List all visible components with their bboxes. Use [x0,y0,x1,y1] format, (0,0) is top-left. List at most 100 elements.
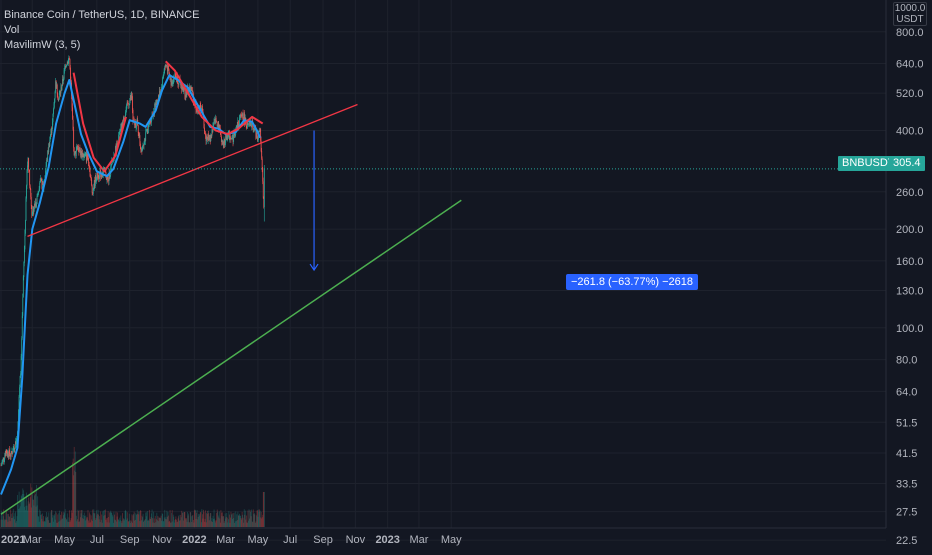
candle-body [167,65,168,72]
candle-body [194,99,195,104]
candle-body [218,123,220,130]
candle-body [146,129,148,131]
time-tick-label: Mar [23,534,42,546]
volume-bar [72,462,74,527]
candle-body [217,123,219,126]
candle-body [210,134,212,137]
volume-bar [93,509,95,527]
volume-bar [222,516,224,527]
candle-body [78,149,80,152]
volume-bar [87,509,89,527]
candle-body [18,396,20,410]
candle-body [103,167,105,170]
volume-bar [150,518,151,527]
candle-body [127,102,129,104]
volume-bar [224,513,226,527]
volume-bar [59,521,61,527]
candle-body [226,136,228,140]
candle-body [120,126,122,130]
volume-bar [32,499,34,527]
volume-bar [162,513,164,527]
volume-bar [154,522,156,527]
volume-bar [66,519,68,527]
volume-bar [138,511,140,527]
candle-body [48,143,50,152]
volume-bar [109,512,111,527]
candle-body [204,127,205,132]
candle-body [27,157,29,166]
volume-bar [263,492,265,527]
candle-body [163,73,165,77]
candle-body [78,145,79,150]
volume-bar [11,517,13,527]
volume-bar [189,522,191,527]
candle-body [171,81,173,86]
candle-body [173,77,175,83]
volume-bar [218,511,220,527]
volume-bar [199,513,201,527]
volume-bar [38,521,40,527]
volume-bar [57,514,59,527]
volume-bar [151,509,153,527]
volume-bar [198,513,200,527]
volume-bar [74,470,76,527]
candle-body [92,192,94,194]
candle-body [83,154,85,157]
volume-bar [78,521,80,527]
volume-bar [93,513,95,527]
symbol-tag: BNBUSDT [838,156,899,171]
volume-bar [180,514,182,527]
candle-body [39,182,41,189]
candle-body [96,171,98,179]
volume-bar [42,513,43,527]
time-tick-label: 2022 [182,534,206,546]
candle-body [66,61,68,66]
indicator-label[interactable]: MavilimW (3, 5) [4,39,81,51]
volume-bar [118,521,120,527]
volume-bar [157,515,159,527]
price-tick-label: 800.0 [896,27,924,39]
volume-bar [33,505,35,527]
volume-bar [168,521,170,527]
volume-bar [91,521,93,527]
volume-bar [4,519,6,527]
candle-body [69,59,71,68]
axis-top-label: 1000.0 [894,3,926,14]
candle-body [82,154,84,158]
candle-body [260,128,262,141]
volume-bar [53,521,54,527]
price-tick-label: 41.5 [896,448,917,460]
symbol-title[interactable]: Binance Coin / TetherUS, 1D, BINANCE [4,9,200,21]
volume-bar [146,511,148,527]
candle-body [56,84,58,94]
volume-bar [141,515,143,527]
volume-bar [231,514,232,527]
volume-bar [247,522,248,527]
volume-bar [113,511,115,527]
candle-body [191,90,193,92]
volume-bar [116,516,118,527]
volume-bar [123,519,125,527]
volume-bar [158,521,159,527]
volume-bar [9,521,11,527]
volume-bar [47,517,49,527]
candle-body [154,104,156,107]
volume-bar [257,510,258,527]
candle-body [91,185,93,193]
price-axis[interactable]: 800.0 640.0 520.0 400.0 260.0 200.0 160.0 130.0… [896,27,924,547]
price-unit-box[interactable]: 1000.0 USDT [893,2,927,26]
volume-bar [120,515,122,527]
candle-body [256,132,258,137]
volume-bar [83,512,85,527]
volume-bar [168,515,169,527]
candle-body [83,154,85,157]
volume-bar [140,510,141,527]
volume-bar [165,516,167,527]
volume-bar [56,522,58,527]
volume-bar [151,513,152,527]
volume-bar [183,511,185,527]
volume-label[interactable]: Vol [4,24,20,36]
